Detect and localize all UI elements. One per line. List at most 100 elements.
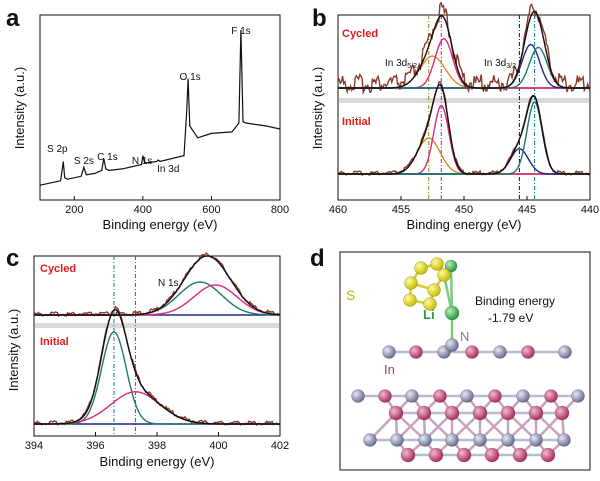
indium-atom [400,447,416,463]
sulfur-atom [437,268,451,282]
sulfur-atom [423,297,437,311]
x-tick-label: 400 [209,440,227,452]
indium-atom [472,405,488,421]
sulfur-atom [427,283,441,297]
panel-c: c 394 396 398 400 402 Cycled Initial N 1s Bi… [6,245,289,469]
indium-atom [484,447,500,463]
raw-data [337,80,591,177]
atom-label-s: S [346,287,355,303]
panel-a-series [39,29,281,186]
peak-label: F 1s [231,26,250,37]
peak-label: O 1s [180,72,201,83]
binding-energy-title: Binding energy [475,294,555,308]
slab-atom [558,345,572,359]
indium-atom [500,405,516,421]
panel-c-divider [35,323,279,328]
binding-energy-value: -1.79 eV [488,311,533,325]
panel-b-label: b [312,5,327,32]
x-tick-label: 200 [65,204,83,216]
envelope [338,83,590,175]
slab-atom [405,389,419,403]
indium-atom [416,405,432,421]
slab-atom [529,433,543,447]
molecular-structure [351,257,585,463]
indium-atom [456,447,472,463]
panel-c-cycled-series [33,252,281,318]
indium-atom [512,447,528,463]
peak-label: S 2s [74,156,94,167]
lithium-atom-top [444,259,458,273]
atom-label-in: In [384,362,395,377]
x-tick-label: 800 [271,204,289,216]
indium-atom [540,447,556,463]
indium-atom [444,405,460,421]
slab-atom [363,433,377,447]
panel-b-reference-lines [428,15,536,200]
panel-a-peak-labels: S 2p S 2s C 1s N 1s In 3d O 1s F 1s [47,26,251,175]
panel-b-initial-label: Initial [342,116,371,128]
slab-atom [382,345,396,359]
panel-a-xlabel: Binding energy (eV) [103,217,218,232]
slab-atom [409,345,423,359]
panel-c-n1s-label: N 1s [158,278,179,289]
slab-atom [488,389,502,403]
panel-b-xlabel: Binding energy (eV) [407,217,522,232]
panel-a-ticks: 200 400 600 800 [65,196,289,216]
panel-c-xlabel: Binding energy (eV) [100,454,215,469]
sulfur-atom [403,293,417,307]
sulfur-atom [414,261,428,275]
slab-atom [433,389,447,403]
x-tick-label: 396 [86,440,104,452]
panel-d-frame [339,251,591,471]
x-tick-label: 398 [148,440,166,452]
x-tick-label: 440 [581,204,599,216]
x-tick-label: 402 [271,440,289,452]
component-peak [34,331,280,425]
indium-atom [428,447,444,463]
nitrogen-atom [445,338,459,352]
indium-atom [554,405,570,421]
slab-atom [378,389,392,403]
envelope [34,308,280,425]
slab-atom [521,345,535,359]
panel-b-divider [339,98,589,103]
panel-b-cycled-series [337,1,591,96]
x-tick-label: 600 [202,204,220,216]
raw-data [337,1,591,96]
panel-c-initial-label: Initial [40,336,69,348]
panel-c-ylabel: Intensity (a.u.) [6,309,21,391]
peak-label: N 1s [132,156,153,167]
slab-atom [571,389,585,403]
panel-b-in3d52-label: In 3d5/2 [385,58,417,70]
indium-atom [388,405,404,421]
panel-b-cycled-label: Cycled [342,28,378,40]
envelope [34,255,280,316]
x-tick-label: 445 [518,204,536,216]
slab-atom [460,389,474,403]
panel-b-initial-series [337,80,591,177]
slab-atom [445,433,459,447]
slab-atom [544,389,558,403]
slab-atom [473,433,487,447]
peak-label: S 2p [47,144,68,155]
panel-c-label: c [6,245,19,272]
panel-b-in3d32-label: In 3d3/2 [484,58,516,70]
slab-atom [418,433,432,447]
panel-a: a 200 400 600 800 S 2p S 2s C 1s N 1s In 3d O 1s… [6,5,289,232]
panel-a-axes [39,14,281,201]
x-tick-label: 455 [392,204,410,216]
x-tick-label: 400 [134,204,152,216]
panel-b-ticks: 460 455 450 445 440 [329,196,599,216]
atom-label-n: N [460,329,469,344]
panel-d: d S Li N In Binding energy -1.79 eV [310,245,591,471]
component-peak [34,391,280,425]
slab-atom [351,389,365,403]
lithium-atom [444,305,460,321]
x-tick-label: 394 [25,440,43,452]
x-tick-label: 460 [329,204,347,216]
component-peak [338,104,590,175]
survey-line [39,29,281,186]
x-tick-label: 450 [455,204,473,216]
slab-atom [516,389,530,403]
